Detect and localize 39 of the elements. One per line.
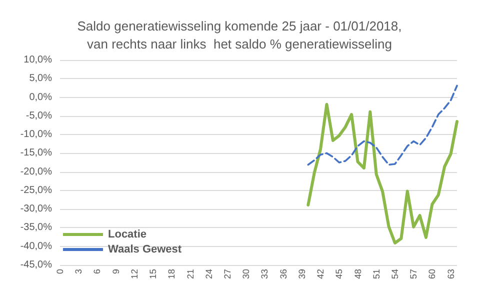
legend-label: Waals Gewest	[108, 244, 182, 256]
y-tick-label: -35,0%	[20, 222, 52, 234]
x-tick-label: 33	[260, 268, 270, 280]
line-series	[306, 102, 458, 244]
y-tick-label: 0,0%	[29, 92, 52, 103]
x-tick-label: 18	[166, 268, 177, 280]
x-tick-label: 6	[92, 268, 102, 274]
y-tick-label: -45,0%	[20, 259, 52, 270]
y-tick-label: -20,0%	[20, 166, 52, 178]
x-tick-label: 21	[185, 268, 196, 280]
y-tick-label: 10,0%	[24, 54, 52, 66]
x-tick-label: 57	[408, 268, 419, 280]
y-tick-label: -5,0%	[26, 110, 52, 122]
x-tick-label: 12	[129, 268, 140, 280]
x-tick-label: 60	[427, 268, 438, 280]
x-tick-label: 51	[371, 268, 382, 280]
x-tick-label: 63	[446, 268, 456, 280]
x-tick-label: 3	[74, 268, 84, 274]
legend-label: Locatie	[108, 228, 147, 240]
x-tick-label: 36	[278, 268, 288, 280]
x-tick-label: 30	[241, 268, 252, 280]
x-tick-label: 0	[55, 268, 65, 274]
y-tick-label: 5,0%	[29, 73, 52, 84]
x-tick-label: 15	[148, 268, 158, 280]
line-series	[307, 84, 458, 166]
x-tick-label: 42	[316, 268, 326, 280]
y-tick-label: -15,0%	[20, 148, 52, 159]
x-tick-label: 9	[110, 268, 121, 274]
chart-title: Saldo generatiewisseling komende 25 jaar - 01/01/2018, van rechts naar links het saldo % generatiewisseling	[77, 18, 402, 52]
x-tick-label: 54	[390, 268, 400, 280]
x-tick-label: 45	[334, 268, 344, 280]
y-tick-label: -10,0%	[20, 129, 52, 140]
y-tick-label: -30,0%	[20, 204, 52, 215]
y-tick-label: -25,0%	[20, 184, 52, 196]
x-tick-label: 39	[296, 268, 307, 280]
x-tick-label: 27	[222, 268, 232, 280]
x-tick-label: 24	[204, 268, 214, 280]
y-tick-label: -40,0%	[20, 240, 52, 252]
x-tick-label: 48	[352, 268, 363, 280]
